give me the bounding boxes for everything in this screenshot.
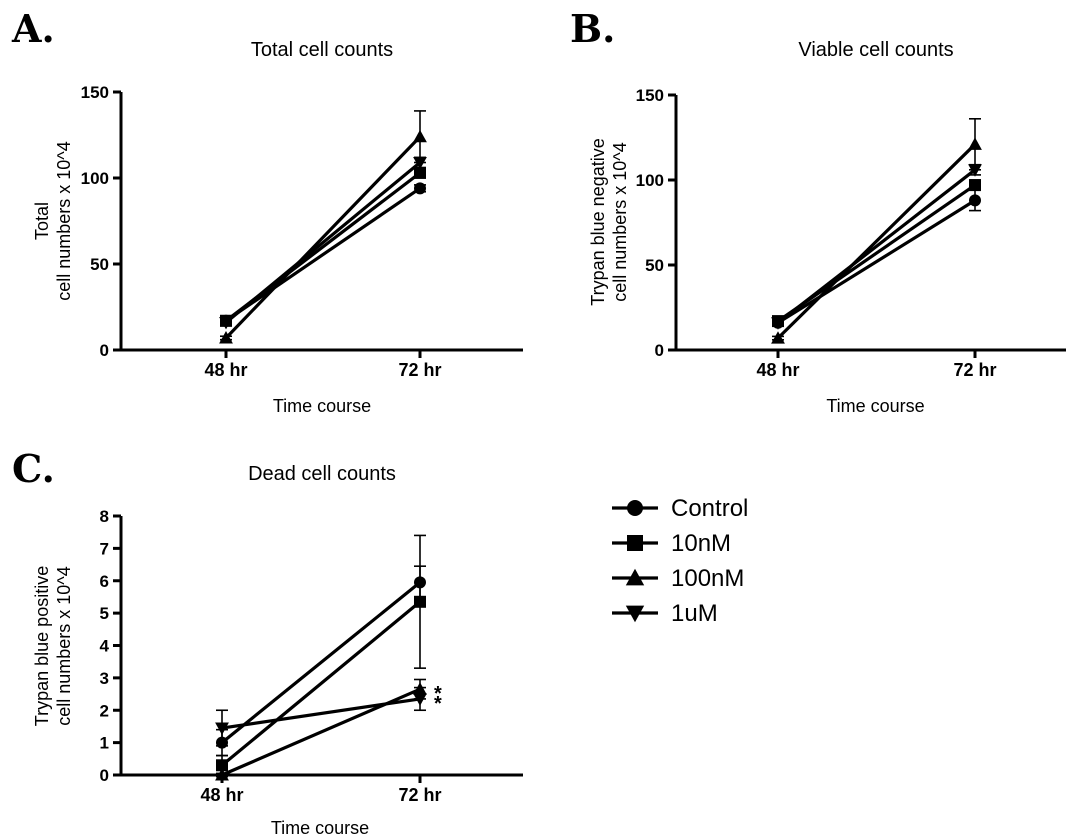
panel-b-point-100nm — [968, 137, 982, 150]
panel-a-xtick-label: 72 hr — [398, 360, 441, 380]
panel-a-line-control — [225, 186, 421, 323]
panel-a-line-1um — [224, 161, 422, 324]
panel-b-line-1um — [777, 168, 976, 325]
panel-a-point-control — [414, 182, 426, 195]
panel-c-ylabel-line: cell numbers x 10^4 — [54, 566, 74, 726]
panel-a-line-100nm — [224, 135, 422, 340]
panel-c-ytick-label: 2 — [100, 701, 109, 720]
legend-label-control: Control — [671, 495, 748, 522]
panel-b-point-10nm — [969, 179, 981, 192]
panel-a-letter: A. — [11, 6, 55, 51]
panel-a-point-10nm — [414, 166, 426, 179]
panel-a-point-100nm — [219, 331, 233, 344]
panel-c-line-control — [220, 581, 422, 744]
panel-b-ytick-label: 50 — [645, 256, 664, 275]
panel-c-line-10nm — [220, 600, 422, 767]
legend-marker-100nm — [625, 568, 645, 586]
legend-marker-10nm — [627, 535, 643, 551]
panel-a-ytick-label: 150 — [81, 83, 109, 102]
panel-c-point-1um — [413, 693, 427, 706]
panel-b-xlabel: Time course — [826, 396, 924, 416]
panel-c-ytick-label: 3 — [100, 669, 109, 688]
panel-c-ytick-label: 0 — [100, 766, 109, 785]
legend-marker-1um — [625, 605, 645, 623]
panel-b-point-100nm — [771, 331, 785, 344]
panel-c-point-1um — [215, 722, 229, 735]
panel-c-ytick-label: 5 — [100, 604, 109, 623]
panel-a-xlabel: Time course — [273, 396, 371, 416]
panel-c-point-10nm — [414, 595, 426, 608]
panel-c-ytick-label: 8 — [100, 507, 109, 526]
panel-c-title: Dead cell counts — [248, 463, 396, 485]
panel-c-ylabel-line: Trypan blue positive — [32, 566, 52, 726]
legend-label-1um: 1uM — [671, 600, 718, 627]
panel-a-ytick-label: 50 — [90, 255, 109, 274]
panel-b-title: Viable cell counts — [798, 39, 953, 61]
panel-b-point-1um — [968, 164, 982, 177]
panel-b-ytick-label: 150 — [636, 86, 664, 105]
panel-b-xtick-label: 48 hr — [756, 360, 799, 380]
panel-a-ylabel: Total cell numbers x 10^4 — [32, 141, 74, 301]
panel-b-ylabel-line: cell numbers x 10^4 — [610, 142, 630, 302]
panel-a-ylabel-line: Total — [32, 202, 52, 240]
panel-a-ytick-label: 100 — [81, 169, 109, 188]
panel-c-xtick-label: 72 hr — [398, 785, 441, 805]
panel-a-ylabel-line: cell numbers x 10^4 — [54, 141, 74, 301]
panel-b-ylabel-line: Trypan blue negative — [588, 138, 608, 305]
panel-a-xtick-label: 48 hr — [204, 360, 247, 380]
panel-b-point-1um — [771, 317, 785, 330]
panel-b-letter: B. — [570, 6, 615, 51]
panel-a-title: Total cell counts — [251, 39, 393, 61]
panel-a-point-1um — [413, 157, 427, 170]
panel-c-ytick-label: 6 — [100, 572, 109, 591]
panel-c-point-10nm — [216, 759, 228, 772]
panel-b-ylabel: Trypan blue negative cell numbers x 10^4 — [588, 138, 630, 305]
panel-a-point-1um — [219, 316, 233, 330]
panel-a-point-100nm — [413, 129, 427, 143]
panel-c-line-1um — [221, 697, 421, 730]
panel-b-ytick-label: 0 — [655, 341, 664, 360]
panel-c-ylabel: Trypan blue positive cell numbers x 10^4 — [32, 566, 74, 726]
legend-label-10nm: 10nM — [671, 530, 731, 557]
panel-c-ytick-label: 4 — [100, 637, 110, 656]
panel-c-point-100nm — [215, 768, 229, 781]
panel-c-xlabel: Time course — [271, 818, 369, 838]
panel-b-line-100nm — [776, 143, 977, 340]
panel-c-annotation: * — [434, 693, 442, 715]
panel-a-ytick-label: 0 — [100, 341, 109, 360]
legend-marker-control — [627, 500, 643, 516]
legend-label-100nm: 100nM — [671, 565, 744, 592]
panel-c-xtick-label: 48 hr — [200, 785, 243, 805]
legend: Control 10nM 100nM 1uM — [612, 495, 748, 627]
panel-b-point-control — [969, 194, 981, 207]
panel-c-annotation: * — [434, 683, 442, 705]
panel-b-line-control — [777, 199, 976, 325]
panel-b-ytick-label: 100 — [636, 171, 664, 190]
panel-c-ytick-label: 1 — [100, 734, 109, 753]
panel-c-ytick-label: 7 — [100, 539, 109, 558]
panel-c-letter: C. — [12, 446, 55, 491]
panel-b-xtick-label: 72 hr — [953, 360, 996, 380]
